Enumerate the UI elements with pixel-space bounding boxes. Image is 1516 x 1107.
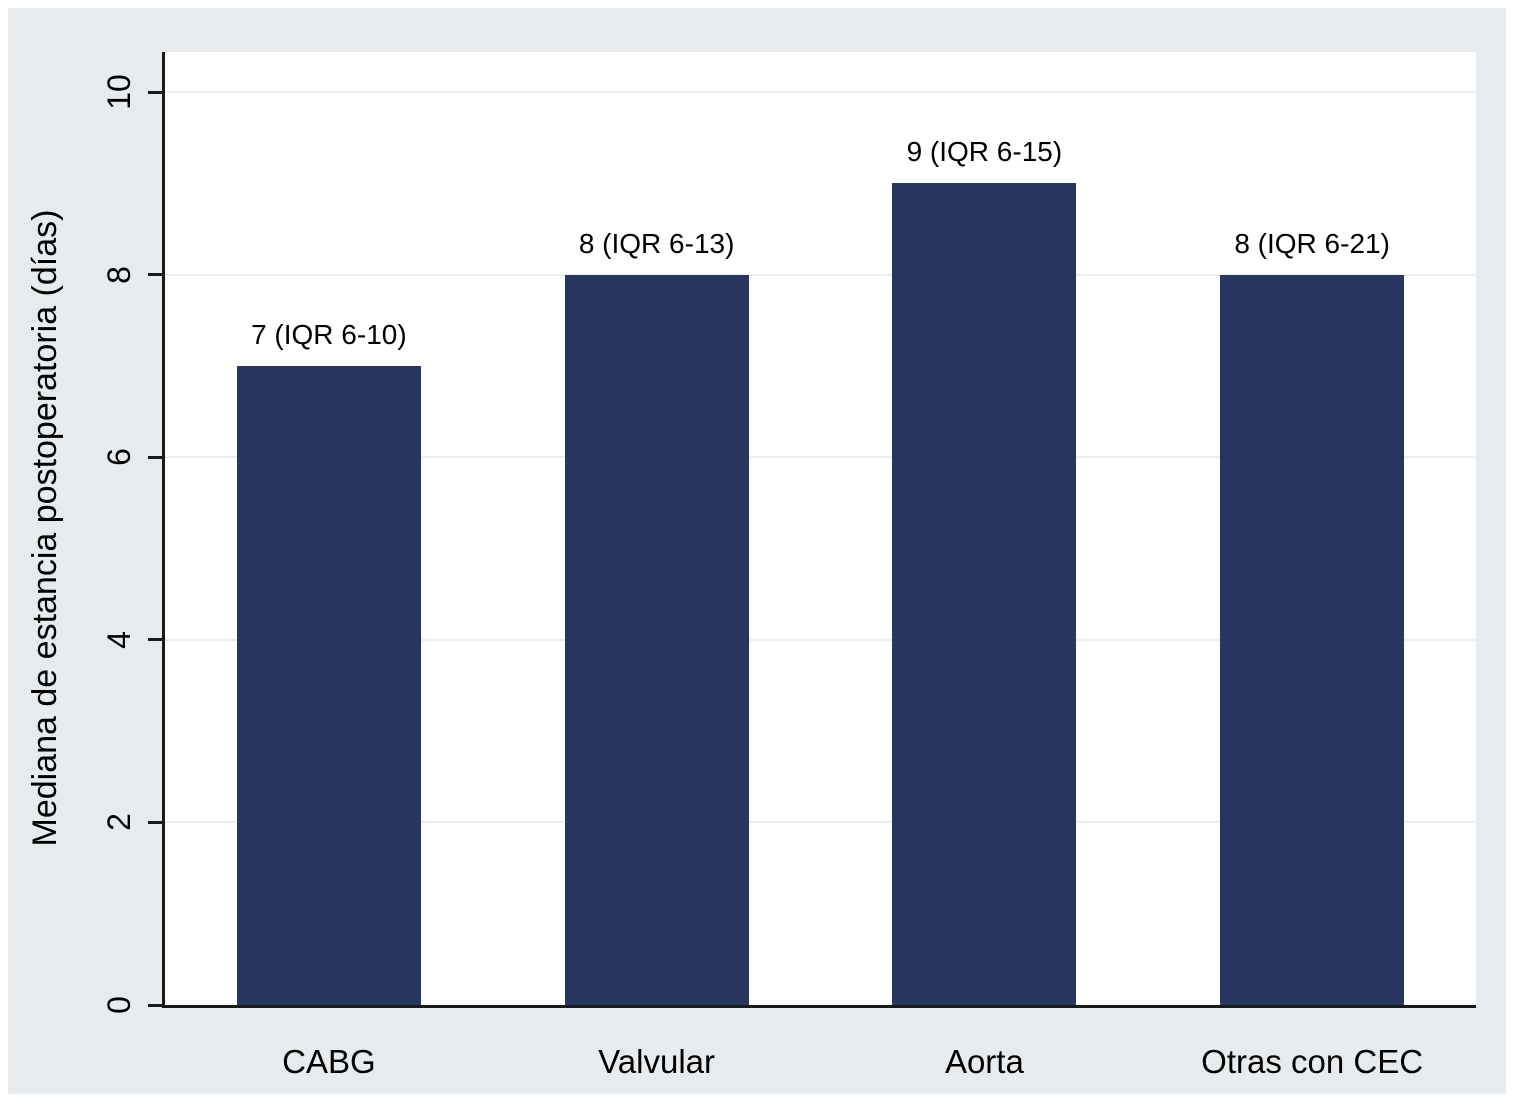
y-tick-label: 2	[101, 813, 137, 832]
y-axis-title: Mediana de estancia postoperatoria (días…	[26, 209, 64, 847]
x-tick-label: CABG	[282, 1043, 376, 1080]
bar-value-label: 7 (IQR 6-10)	[251, 319, 407, 351]
y-tick-label: 8	[101, 265, 137, 284]
bar-aorta	[892, 183, 1077, 1005]
gridline	[165, 821, 1476, 824]
gridline	[165, 91, 1476, 94]
y-tick	[148, 638, 162, 642]
bar-valvular	[564, 274, 749, 1005]
y-tick	[148, 820, 162, 824]
gridline	[165, 456, 1476, 459]
y-tick-label: 10	[101, 74, 137, 110]
bar-value-label: 9 (IQR 6-15)	[906, 136, 1063, 168]
x-axis-line	[162, 1005, 1476, 1008]
y-tick	[148, 273, 162, 277]
y-tick-label: 4	[101, 630, 137, 649]
y-tick	[148, 455, 162, 459]
y-tick-label: 6	[101, 448, 137, 467]
bar-cabg	[236, 366, 421, 1005]
y-tick-label: 0	[101, 996, 137, 1014]
bar-otras-con-cec	[1220, 274, 1405, 1005]
x-tick-label: Valvular	[598, 1043, 716, 1080]
figure-background: Mediana de estancia postoperatoria (días…	[8, 8, 1506, 1094]
x-tick-label: Aorta	[944, 1043, 1024, 1080]
y-tick	[148, 90, 162, 94]
x-tick-label: Otras con CEC	[1201, 1043, 1424, 1080]
plot-area: 0 2 4 6 8 10 7 (IQR 6-10) CABG 8 (IQR 6-13) Valvu…	[101, 52, 1476, 1078]
y-tick	[148, 1003, 162, 1007]
bar-value-label: 8 (IQR 6-13)	[578, 227, 735, 259]
y-axis-line	[162, 52, 165, 1008]
gridline	[165, 273, 1476, 276]
gridline	[165, 638, 1476, 641]
bar-value-label: 8 (IQR 6-21)	[1234, 227, 1390, 259]
